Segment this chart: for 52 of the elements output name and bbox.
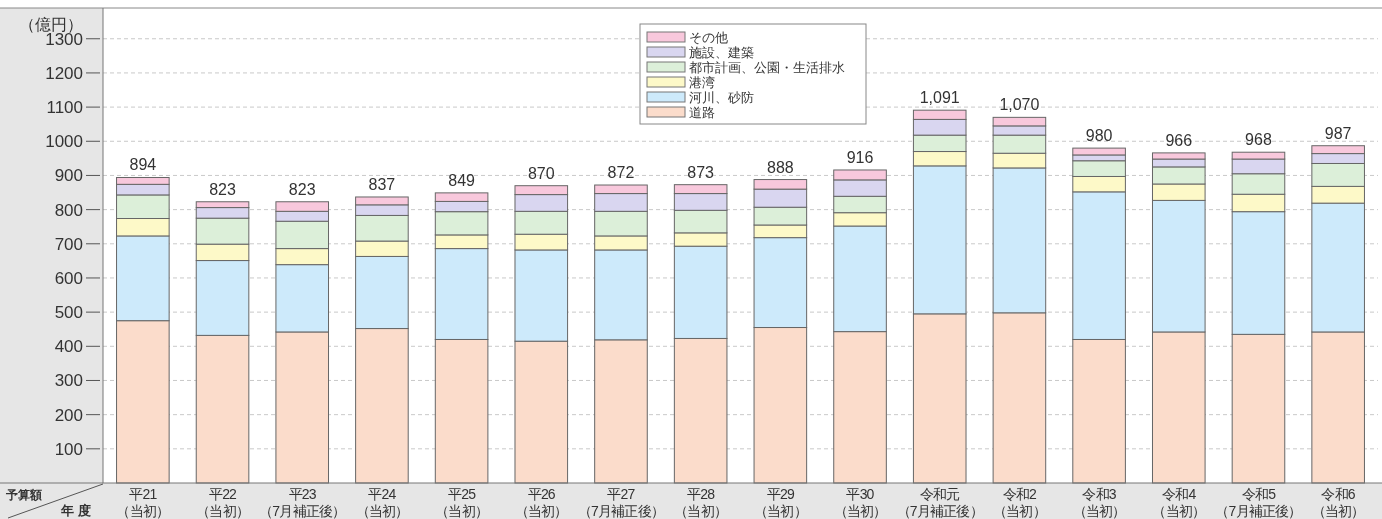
x-tick-label: 令和元（7月補正後） <box>896 486 983 519</box>
y-tick-label: 500 <box>54 303 83 323</box>
y-tick-label: 900 <box>54 166 83 186</box>
x-tick-label: 令和6（当初） <box>1311 486 1365 519</box>
total-label: 968 <box>1245 131 1272 149</box>
total-label: 916 <box>846 148 874 166</box>
y-tick-label: 200 <box>54 405 83 425</box>
text: 予算額 <box>5 488 42 502</box>
y-tick-label: 300 <box>54 371 83 391</box>
total-label: 849 <box>448 171 476 189</box>
x-tick-label: 平29（当初） <box>753 486 807 519</box>
y-tick-label: 400 <box>54 337 83 357</box>
x-tick-label: 平26（当初） <box>514 486 568 519</box>
total-label: 987 <box>1324 124 1352 142</box>
x-tick-label: 平27（7月補正後） <box>577 486 665 519</box>
x-tick-label: 平24（当初） <box>355 486 409 519</box>
legend-label: 河川、砂防 <box>689 90 754 105</box>
x-tick-label: 令和3（当初） <box>1072 486 1126 519</box>
total-label: 894 <box>129 156 157 174</box>
x-tick-label: 令和2（当初） <box>993 486 1046 519</box>
total-label: 980 <box>1085 127 1113 145</box>
legend-label: 道路 <box>689 105 715 120</box>
y-tick-label: 100 <box>54 439 83 459</box>
y-tick-label: 1000 <box>45 132 83 152</box>
legend-label: 港湾 <box>689 75 715 90</box>
y-tick-label: 700 <box>54 234 83 254</box>
total-label: 872 <box>607 164 635 182</box>
total-label: 888 <box>766 158 794 176</box>
total-label: 870 <box>527 164 555 182</box>
legend-label: その他 <box>689 30 728 45</box>
x-tick-label: 平30（当初） <box>833 486 887 519</box>
x-tick-label: 平25（当初） <box>435 486 488 519</box>
y-tick-label: 600 <box>54 268 83 288</box>
total-label: 1,091 <box>919 89 960 107</box>
y-tick-label: 1100 <box>46 98 83 118</box>
x-tick-label: 令和5（7月補正後） <box>1215 486 1302 519</box>
text: 年 度 <box>60 503 91 518</box>
x-tick-label: 平28（当初） <box>674 486 728 519</box>
total-label: 837 <box>368 175 396 193</box>
x-tick-label: 平22（当初） <box>196 486 249 519</box>
total-label: 873 <box>687 163 715 181</box>
x-tick-label: 平23（7月補正後） <box>259 486 346 519</box>
x-tick-label: 平21（当初） <box>116 486 170 519</box>
y-tick-label: 800 <box>54 200 83 220</box>
legend-label: 都市計画、公園・生活排水 <box>689 60 845 75</box>
legend-label: 施設、建築 <box>689 45 754 60</box>
total-label: 966 <box>1165 131 1193 149</box>
y-tick-label: 1200 <box>45 63 83 83</box>
total-label: 823 <box>288 180 316 198</box>
x-tick-label: 令和4（当初） <box>1152 486 1206 519</box>
total-label: 1,070 <box>999 96 1040 114</box>
total-label: 823 <box>209 180 236 198</box>
